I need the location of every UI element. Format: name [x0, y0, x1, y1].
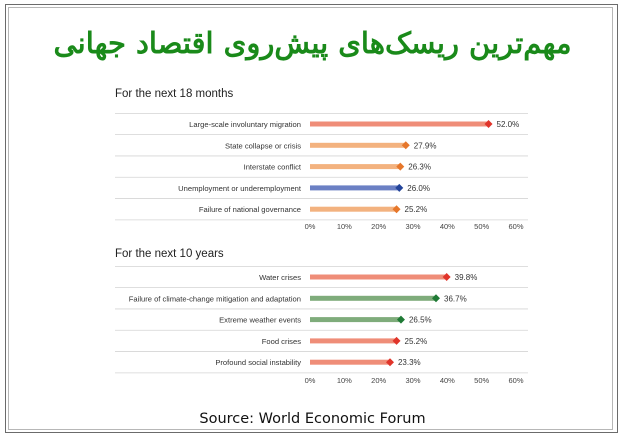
category-label: Interstate conflict [244, 163, 302, 172]
x-tick-label: 20% [371, 376, 386, 385]
value-marker [401, 141, 410, 150]
value-marker [392, 205, 401, 214]
category-label: State collapse or crisis [225, 141, 301, 150]
bar [310, 274, 447, 280]
x-tick-label: 20% [371, 222, 386, 231]
x-tick-label: 30% [405, 376, 420, 385]
outer-border [5, 4, 618, 433]
x-tick-label: 50% [474, 222, 489, 231]
value-label: 26.0% [407, 184, 430, 193]
value-label: 52.0% [497, 120, 520, 129]
x-tick-label: 0% [305, 222, 316, 231]
bar [310, 295, 437, 301]
x-tick-label: 10% [337, 376, 352, 385]
bar [310, 185, 400, 191]
value-label: 27.9% [414, 141, 437, 150]
bar [310, 206, 397, 212]
value-marker [432, 294, 441, 303]
x-tick-label: 50% [474, 376, 489, 385]
category-label: Large-scale involuntary migration [189, 120, 301, 129]
category-label: Water crises [259, 273, 301, 282]
category-label: Profound social instability [215, 358, 301, 367]
chart-subtitle: For the next 18 months [115, 88, 234, 100]
inner-border [8, 7, 613, 430]
x-tick-label: 30% [405, 222, 420, 231]
value-label: 36.7% [444, 294, 467, 303]
category-label: Extreme weather events [219, 316, 301, 325]
category-label: Food crises [262, 337, 301, 346]
value-marker [442, 273, 451, 281]
bar [310, 359, 390, 365]
value-label: 39.8% [455, 273, 478, 282]
bar [310, 164, 401, 170]
source-caption: Source: World Economic Forum [199, 411, 426, 427]
bar [310, 142, 406, 148]
x-tick-label: 60% [508, 222, 523, 231]
x-tick-label: 40% [440, 222, 455, 231]
bar [310, 338, 397, 344]
chart-subtitle: For the next 10 years [115, 248, 224, 260]
value-marker [484, 120, 493, 128]
category-label: Failure of climate-change mitigation and… [129, 294, 301, 303]
value-label: 25.2% [405, 205, 428, 214]
x-tick-label: 60% [508, 376, 523, 385]
category-label: Unemployment or underemployment [178, 184, 302, 193]
value-label: 23.3% [398, 358, 421, 367]
value-label: 26.5% [409, 316, 432, 325]
value-label: 26.3% [408, 163, 431, 172]
value-marker [395, 183, 404, 192]
category-label: Failure of national governance [199, 205, 301, 214]
bar [310, 317, 401, 323]
x-tick-label: 40% [440, 376, 455, 385]
value-marker [396, 162, 405, 171]
value-marker [392, 336, 401, 345]
value-marker [396, 315, 405, 324]
x-tick-label: 0% [305, 376, 316, 385]
value-label: 25.2% [405, 337, 428, 346]
page-title: مهم‌ترین ریسک‌های پیش‌روی اقتصاد جهانی [53, 26, 572, 60]
x-tick-label: 10% [337, 222, 352, 231]
value-marker [385, 358, 394, 367]
bar [310, 121, 489, 127]
